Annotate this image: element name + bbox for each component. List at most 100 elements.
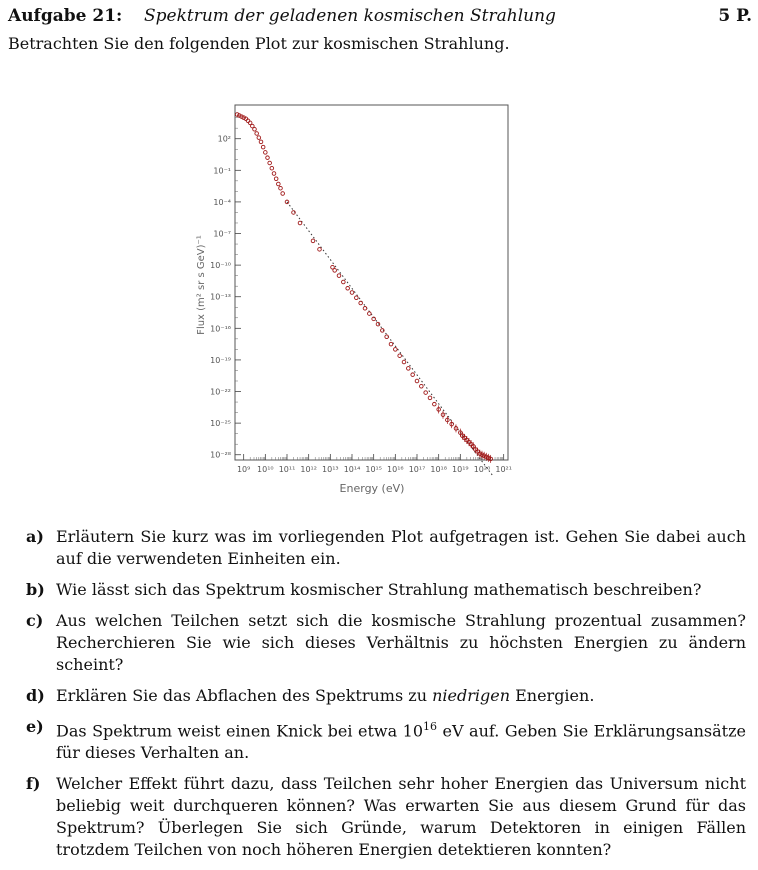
x-tick-label: 10¹¹ bbox=[279, 465, 296, 474]
exponent: 16 bbox=[423, 720, 438, 733]
data-point bbox=[397, 353, 402, 358]
intro-text: Betrachten Sie den folgenden Plot zur ko… bbox=[8, 34, 510, 53]
data-point bbox=[423, 390, 428, 395]
question-b: b) Wie lässt sich das Spektrum kosmische… bbox=[26, 579, 746, 601]
data-point bbox=[267, 160, 272, 166]
data-point bbox=[276, 181, 281, 187]
data-point bbox=[380, 328, 385, 333]
data-point bbox=[362, 306, 368, 311]
data-point bbox=[445, 417, 450, 423]
data-point bbox=[414, 378, 420, 384]
data-point bbox=[278, 185, 283, 191]
x-axis-label: Energy (eV) bbox=[340, 482, 405, 495]
question-e: e) Das Spektrum weist einen Knick bei et… bbox=[26, 716, 746, 764]
question-label: f) bbox=[26, 774, 41, 794]
data-point bbox=[234, 112, 240, 117]
data-point bbox=[393, 347, 398, 352]
data-point bbox=[330, 264, 335, 270]
data-point bbox=[406, 366, 411, 371]
x-tick-label: 10¹⁸ bbox=[430, 465, 447, 474]
question-d: d) Erklären Sie das Abflachen des Spektr… bbox=[26, 685, 746, 707]
data-point bbox=[269, 165, 275, 171]
emphasis-text: niedrigen bbox=[432, 686, 510, 705]
y-tick-label: 10² bbox=[218, 135, 231, 144]
data-point bbox=[477, 451, 483, 456]
question-f: f) Welcher Effekt führt dazu, dass Teilc… bbox=[26, 773, 746, 861]
y-tick-label: 10⁻¹⁰ bbox=[210, 261, 231, 270]
data-point bbox=[247, 120, 253, 126]
y-tick-label: 10⁻¹⁶ bbox=[210, 324, 231, 333]
data-point bbox=[388, 341, 394, 347]
x-tick-label: 10¹⁴ bbox=[344, 465, 361, 474]
y-tick-label: 10⁻²² bbox=[210, 388, 231, 397]
question-label: d) bbox=[26, 686, 45, 705]
x-tick-label: 10¹² bbox=[300, 465, 317, 474]
data-point bbox=[458, 430, 463, 435]
data-point bbox=[384, 334, 389, 340]
data-point bbox=[449, 421, 454, 427]
data-point bbox=[250, 123, 255, 129]
question-c: c) Aus welchen Teilchen setzt sich die k… bbox=[26, 610, 746, 676]
task-title: Spektrum der geladenen kosmischen Strahl… bbox=[144, 6, 556, 26]
y-tick-label: 10⁻¹ bbox=[213, 166, 231, 175]
question-label: e) bbox=[26, 717, 44, 736]
data-point bbox=[317, 247, 322, 252]
x-tick-label: 10¹³ bbox=[322, 465, 339, 474]
cosmic-ray-spectrum-figure: 10⁹ 10¹⁰ 10¹¹ 10¹² 10¹³ 10¹⁴ 10¹⁵ 10¹⁶ 10¹⁷ 10¹⁸ 1… bbox=[190, 100, 530, 500]
fit-line-segment bbox=[286, 201, 494, 477]
data-point bbox=[336, 273, 342, 278]
x-tick-label: 10¹⁷ bbox=[409, 465, 426, 474]
question-label: c) bbox=[26, 611, 44, 630]
question-text: Erklären Sie das Abflachen des Spektrums… bbox=[56, 685, 746, 707]
data-point bbox=[481, 453, 487, 459]
x-tick-label: 10²⁰ bbox=[474, 465, 491, 474]
data-point bbox=[245, 118, 251, 124]
fit-line bbox=[286, 201, 494, 477]
question-label: a) bbox=[26, 527, 44, 546]
question-text-part: eV auf. Geben Sie Erklärungsansätze für … bbox=[56, 721, 746, 763]
data-point bbox=[241, 115, 246, 120]
question-text: Das Spektrum weist einen Knick bei etwa … bbox=[56, 716, 746, 764]
data-point bbox=[239, 114, 244, 119]
x-tick-label: 10¹⁹ bbox=[452, 465, 469, 474]
data-point bbox=[375, 321, 381, 327]
y-axis-ticks: 10² 10⁻¹ 10⁻⁴ 10⁻⁷ 10⁻¹⁰ 10⁻¹³ 10⁻¹⁶ 10⁻¹⁹ 10⁻²²… bbox=[210, 117, 241, 460]
data-point bbox=[237, 113, 242, 118]
data-point bbox=[280, 191, 285, 196]
data-point bbox=[488, 456, 493, 462]
data-point bbox=[252, 126, 257, 132]
data-point bbox=[410, 372, 415, 377]
task-points: 5 P. bbox=[718, 6, 752, 26]
data-point bbox=[297, 220, 303, 226]
data-point bbox=[271, 171, 277, 176]
question-text-part: Das Spektrum weist einen Knick bei etwa … bbox=[56, 721, 424, 741]
question-text: Aus welchen Teilchen setzt sich die kosm… bbox=[56, 611, 746, 674]
question-text: Erläutern Sie kurz was im vorliegenden P… bbox=[56, 527, 746, 568]
data-point bbox=[354, 295, 359, 301]
y-axis-label: Flux (m² sr s GeV)⁻¹ bbox=[196, 235, 207, 335]
data-point bbox=[479, 452, 485, 457]
data-point bbox=[358, 300, 363, 306]
data-point bbox=[254, 131, 259, 136]
question-text: Wie lässt sich das Spektrum kosmischer S… bbox=[56, 580, 702, 599]
data-point bbox=[265, 155, 270, 160]
x-tick-label: 10⁹ bbox=[237, 465, 250, 474]
data-point bbox=[371, 316, 376, 322]
x-tick-label: 10¹⁰ bbox=[257, 465, 274, 474]
data-point bbox=[349, 290, 355, 295]
plot-frame bbox=[234, 104, 509, 461]
y-tick-label: 10⁻²⁸ bbox=[210, 451, 231, 460]
y-tick-label: 10⁻⁷ bbox=[213, 230, 231, 239]
question-text-part: Energien. bbox=[510, 686, 595, 705]
data-point bbox=[440, 412, 446, 417]
data-point bbox=[484, 454, 489, 460]
data-point bbox=[273, 176, 279, 181]
task-header: Aufgabe 21: Spektrum der geladenen kosmi… bbox=[8, 6, 752, 28]
data-point bbox=[341, 279, 346, 285]
data-point bbox=[284, 199, 290, 205]
task-number: Aufgabe 21: bbox=[8, 6, 123, 26]
x-tick-label: 10²¹ bbox=[495, 465, 512, 474]
data-point bbox=[401, 359, 407, 365]
data-point bbox=[260, 144, 266, 150]
y-tick-label: 10⁻¹³ bbox=[210, 293, 231, 302]
